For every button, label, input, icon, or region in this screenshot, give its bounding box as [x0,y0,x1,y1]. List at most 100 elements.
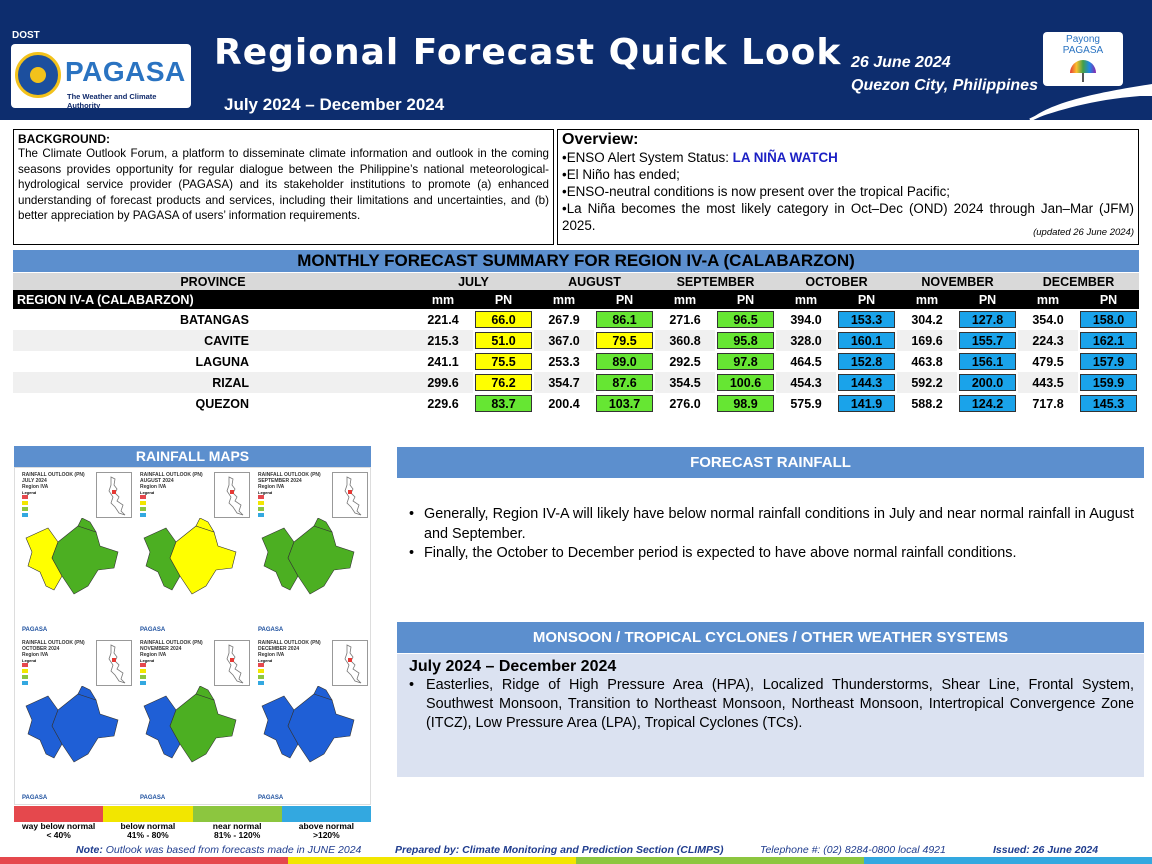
map-title-line: JULY 2024 [22,478,47,484]
map-title-line: Region IVA [22,652,49,658]
province-shape [169,525,237,595]
map-legend-swatch [22,513,28,517]
province-header: PROVINCE [13,273,413,290]
background-title: BACKGROUND: [18,132,110,146]
rainfall-mm: 354.5 [655,372,715,393]
philippines-inset-map [96,472,132,518]
map-title-line: RAINFALL OUTLOOK (PN) [22,640,85,646]
rainfall-mm: 354.0 [1032,312,1064,327]
table-row: CAVITE 215.3 51.0 367.0 79.5 360.8 95.8 328.0 16… [13,330,1139,351]
province-shape [195,518,215,533]
province-name: BATANGAS [180,312,249,327]
rainfall-pn-badge: 103.7 [596,395,653,412]
rainfall-pn-badge: 79.5 [596,332,653,349]
unit-mm-header: mm [534,290,594,309]
unit-mm-header: mm [897,290,957,309]
monsoon-bullet: Easterlies, Ridge of High Pressure Area … [409,676,1134,733]
overview-item: La Niña becomes the most likely category… [562,200,1134,234]
region-map-shape [25,686,119,763]
province-shape [287,693,355,763]
rainfall-mm: 588.2 [911,396,943,411]
map-legend-swatch [258,663,264,667]
province-name: RIZAL [13,372,413,393]
map-title-line: RAINFALL OUTLOOK (PN) [258,640,321,646]
issue-location: Quezon City, Philippines [851,77,1038,94]
rainfall-mm: 224.3 [1018,330,1078,351]
map-legend: Legend [140,490,170,517]
footer-telephone: Telephone #: (02) 8284-0800 local 4921 [760,844,946,856]
forecast-rainfall-title: FORECAST RAINFALL [397,447,1144,478]
rainfall-pn-badge: 145.3 [1080,395,1137,412]
map-legend: Legend [22,658,52,686]
org-subtitle: The Weather and Climate Authority [67,92,157,110]
region-map-shape [143,686,237,763]
overview-list: ENSO Alert System Status: LA NIÑA WATCH … [562,149,1134,234]
footer-prepared: Prepared by: Climate Monitoring and Pred… [395,844,724,856]
footer-bar-segment [0,857,288,864]
rainfall-pn-cell: 159.9 [1078,372,1139,393]
map-legend-item [22,681,52,686]
rainfall-pn-cell: 96.5 [715,309,776,330]
rainfall-pn-badge: 156.1 [959,353,1016,370]
province-shape [51,693,119,763]
rainfall-mm: 304.2 [911,312,943,327]
map-legend-item [140,507,170,512]
rainfall-pn-cell: 98.9 [715,393,776,414]
rainfall-mm: 479.5 [1032,354,1064,369]
rainfall-pn-badge: 159.9 [1080,374,1137,391]
province-shape [261,527,299,591]
umbrella-handle [1082,73,1084,82]
table-row: QUEZON 229.6 83.7 200.4 103.7 276.0 98.9 575.9 1… [13,393,1139,414]
rainfall-pn-cell: 127.8 [957,309,1018,330]
map-legend-swatch [258,513,264,517]
rainfall-pn-badge: 153.3 [838,311,895,328]
map-title-line: RAINFALL OUTLOOK (PN) [140,640,203,646]
province-name: QUEZON [195,396,249,411]
map-legend-swatch [22,681,28,685]
rainfall-map[interactable]: RAINFALL OUTLOOK (PN) DECEMBER 2024 Region… [254,638,369,803]
rainfall-pn-badge: 124.2 [959,395,1016,412]
map-legend-title: Legend [258,658,273,663]
header-band [0,0,1152,120]
month-header: JULY [413,273,534,290]
umbrella-icon [1070,60,1096,73]
rainfall-mm: 360.8 [655,330,715,351]
unit-mm-header: mm [413,290,473,309]
rainfall-mm: 292.5 [669,354,701,369]
legend-label: way below normal < 40% [14,822,103,840]
rainfall-pn-badge: 83.7 [475,395,532,412]
payong-pagasa-logo[interactable]: Payong PAGASA [1043,32,1123,86]
map-legend-item [140,501,170,506]
province-shape [287,525,355,595]
footer-note: Note: Outlook was based from forecasts m… [76,844,361,856]
map-legend-item [258,663,288,668]
rainfall-pn-cell: 79.5 [594,330,655,351]
rainfall-map[interactable]: RAINFALL OUTLOOK (PN) AUGUST 2024 Region I… [136,470,251,635]
rainfall-pn-cell: 157.9 [1078,351,1139,372]
rainfall-map[interactable]: RAINFALL OUTLOOK (PN) SEPTEMBER 2024 Regio… [254,470,369,635]
rainfall-map[interactable]: RAINFALL OUTLOOK (PN) JULY 2024 Region IVA… [18,470,133,635]
map-footer-logo: PAGASA [258,627,284,633]
rainfall-pn-badge: 75.5 [475,353,532,370]
province-shape [169,693,237,763]
rainfall-mm: 241.1 [427,354,459,369]
map-title-line: RAINFALL OUTLOOK (PN) [140,472,203,478]
rainfall-map[interactable]: RAINFALL OUTLOOK (PN) OCTOBER 2024 Region … [18,638,133,803]
table-header-row: PROVINCE JULY AUGUST SEPTEMBER OCTOBER N… [13,273,1139,290]
rainfall-mm: 367.0 [534,330,594,351]
map-legend-item [140,495,170,500]
payong-label: Payong [1066,34,1100,45]
rainfall-pn-cell: 86.1 [594,309,655,330]
map-footer-logo: PAGASA [140,795,166,801]
issue-date: 26 June 2024 [851,54,951,71]
rainfall-map[interactable]: RAINFALL OUTLOOK (PN) NOVEMBER 2024 Region… [136,638,251,803]
legend-label: near normal 81% - 120% [193,822,282,840]
rainfall-pn-badge: 98.9 [717,395,774,412]
dost-badge: DOST [12,30,40,41]
rainfall-pn-cell: 95.8 [715,330,776,351]
province-name: LAGUNA [195,354,249,369]
rainfall-pn-badge: 157.9 [1080,353,1137,370]
map-title-line: SEPTEMBER 2024 [258,478,302,484]
unit-pn-header: PN [1078,290,1139,309]
pagasa-logo[interactable]: PAGASA The Weather and Climate Authority [11,44,191,110]
